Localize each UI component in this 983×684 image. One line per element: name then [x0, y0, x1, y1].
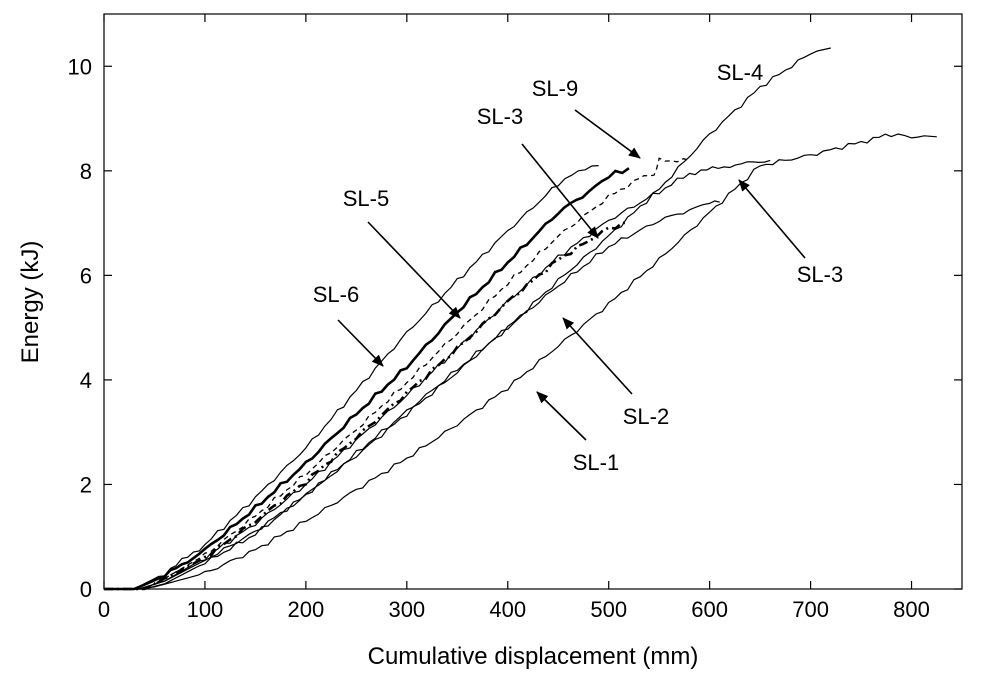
annotation-label: SL-6: [313, 282, 359, 307]
series-line-sl-3-2: [104, 159, 771, 590]
annotation-arrow: [536, 391, 587, 441]
annotations-group: SL-9 SL-4 SL-3 SL-5 SL-6 SL-3 SL-2SL-1: [313, 60, 843, 475]
annotation-arrow: [574, 109, 641, 159]
annotation-label: SL-5: [343, 186, 389, 211]
series-line-sl-2-1: [104, 200, 720, 590]
x-tick-label: 300: [388, 597, 425, 622]
y-tick-label: 10: [68, 54, 92, 79]
y-tick-label: 0: [80, 577, 92, 602]
x-tick-label: 100: [187, 597, 224, 622]
series-line-sl-9-7: [104, 157, 690, 590]
annotation-label: SL-2: [623, 404, 669, 429]
annotation-label: SL-3: [797, 262, 843, 287]
series-line-sl-1-0: [104, 133, 937, 590]
axis-ticks: 0 100 200 300 400 500 600 700 800 0 2 4 6 8 10: [68, 14, 962, 622]
series-line-sl-6-5: [104, 165, 599, 590]
x-tick-label: 0: [98, 597, 110, 622]
y-tick-label: 8: [80, 159, 92, 184]
series-line-sl-4-3: [104, 47, 831, 590]
plot-frame: [103, 13, 963, 590]
y-tick-label: 4: [80, 368, 92, 393]
annotation-arrow: [337, 319, 384, 367]
annotation-arrow: [562, 317, 633, 395]
x-axis-label: Cumulative displacement (mm): [368, 643, 699, 670]
y-axis-label: Energy (kJ): [17, 241, 44, 364]
x-tick-label: 800: [893, 597, 930, 622]
x-tick-label: 600: [691, 597, 728, 622]
x-tick-label: 500: [590, 597, 627, 622]
annotation-arrow: [738, 179, 806, 259]
x-tick-label: 200: [288, 597, 325, 622]
annotation-arrow: [367, 221, 461, 319]
annotation-label: SL-9: [532, 76, 578, 101]
x-tick-label: 400: [489, 597, 526, 622]
annotation-arrow: [521, 143, 599, 239]
y-tick-label: 2: [80, 472, 92, 497]
annotation-label: SL-4: [717, 60, 763, 85]
annotation-label: SL-1: [573, 450, 619, 475]
series-group: [104, 47, 937, 591]
x-tick-label: 700: [792, 597, 829, 622]
series-line-sl-3-6: [104, 221, 629, 591]
y-tick-label: 6: [80, 263, 92, 288]
annotation-label: SL-3: [477, 104, 523, 129]
series-line-sl-5-4: [104, 167, 630, 591]
